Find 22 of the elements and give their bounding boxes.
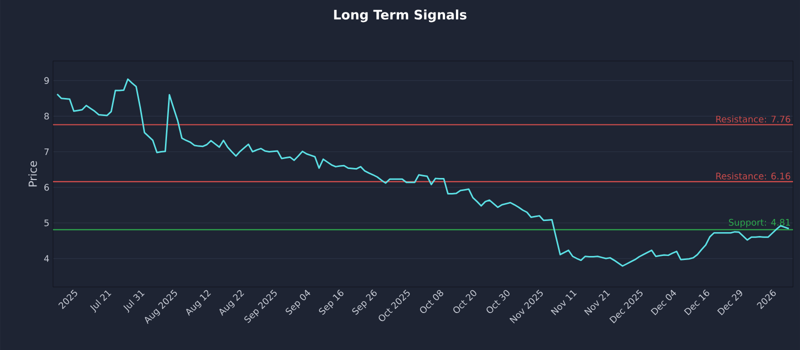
- x-tick-label: Jul 31: [123, 290, 145, 313]
- ref-line-label: Resistance: 7.76: [716, 116, 790, 122]
- x-tick-label: Oct 30: [486, 290, 510, 314]
- chart-title: Long Term Signals: [334, 10, 466, 22]
- x-tick-label: Oct 08: [420, 290, 444, 314]
- x-tick-label: Jul 21: [90, 290, 112, 313]
- y-tick-label: 6: [44, 184, 49, 191]
- y-tick-label: 7: [44, 148, 49, 156]
- y-tick-label: 9: [44, 77, 49, 84]
- x-tick-label: Dec 04: [650, 290, 676, 316]
- ref-line-label: Resistance: 6.16: [716, 172, 790, 180]
- x-tick-label: Sep 04: [286, 290, 310, 315]
- y-tick-label: 5: [44, 220, 49, 226]
- y-tick-label: 8: [44, 112, 49, 120]
- x-tick-label: Dec 16: [684, 290, 710, 316]
- x-tick-label: Sep 26: [352, 290, 377, 315]
- ref-line-label: Support: 4.81: [728, 218, 790, 228]
- x-tick-label: Sep 16: [318, 290, 344, 315]
- x-tick-label: Oct 20: [453, 290, 476, 314]
- y-axis-title: Price: [28, 161, 37, 186]
- y-tick-label: 4: [44, 255, 49, 262]
- x-tick-label: Dec 29: [717, 290, 742, 316]
